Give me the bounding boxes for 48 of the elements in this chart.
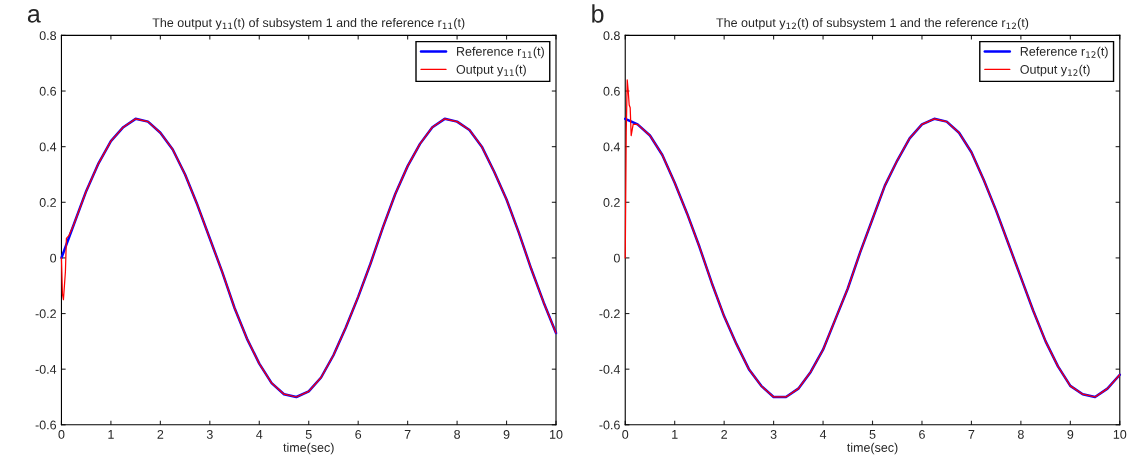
x-tick-label: 5 <box>869 430 876 439</box>
chart-title: The output y$_{12}$(t) of subsystem 1 and the reference r$_{12}$(t) <box>716 17 1029 30</box>
x-tick-label: 5 <box>305 430 312 439</box>
y-tick-label: -0.2 <box>35 309 56 319</box>
y-tick-label: -0.6 <box>599 420 620 430</box>
x-tick-label: 1 <box>672 430 678 439</box>
x-axis-title: time(sec) <box>283 442 334 455</box>
x-tick-label: 4 <box>256 430 263 439</box>
x-tick-label: 7 <box>404 430 411 439</box>
x-tick-label: 1 <box>108 430 114 439</box>
x-axis-title: time(sec) <box>847 442 898 455</box>
x-tick-label: 3 <box>206 429 213 439</box>
x-tick-label: 8 <box>1017 429 1024 439</box>
y-tick-label: 0 <box>613 253 620 263</box>
x-tick-label: 9 <box>503 429 510 439</box>
y-tick-label: 0.4 <box>603 142 621 152</box>
y-tick-label: 0 <box>50 253 57 263</box>
legend-label: Output y$_{12}$(t) <box>1020 64 1090 77</box>
legend-label: Output y$_{11}$(t) <box>456 64 526 77</box>
y-tick-label: -0.4 <box>599 364 621 374</box>
text: b <box>592 4 604 23</box>
y-tick-label: -0.4 <box>35 364 57 374</box>
x-tick-label: 7 <box>968 430 975 439</box>
x-tick-label: 4 <box>819 430 827 439</box>
y-tick-label: 0.8 <box>603 31 620 41</box>
text: a <box>27 8 41 23</box>
x-tick-label: 10 <box>550 429 563 439</box>
x-tick-label: 6 <box>355 429 362 439</box>
y-tick-label: -0.6 <box>35 420 57 430</box>
y-tick-label: 0.6 <box>39 86 57 96</box>
x-tick-label: 2 <box>157 429 164 439</box>
x-tick-label: 0 <box>622 429 629 439</box>
x-tick-label: 2 <box>721 429 727 439</box>
x-tick-label: 0 <box>58 429 65 439</box>
y-tick-label: 0.2 <box>603 198 620 207</box>
x-tick-label: 10 <box>1113 429 1127 439</box>
y-tick-label: 0.6 <box>603 86 620 96</box>
x-tick-label: 8 <box>454 429 461 439</box>
y-tick-label: 0.8 <box>39 31 57 41</box>
y-tick-label: -0.2 <box>599 309 620 319</box>
chart-title: The output y$_{11}$(t) of subsystem 1 and the reference r$_{11}$(t) <box>152 17 465 30</box>
x-tick-label: 6 <box>919 429 925 439</box>
y-tick-label: 0.4 <box>39 142 57 152</box>
x-tick-label: 3 <box>770 429 777 439</box>
legend-label: Reference r$_{12}$(t) <box>1020 46 1108 59</box>
legend-label: Reference r$_{11}$(t) <box>457 46 544 59</box>
x-tick-label: 9 <box>1067 429 1074 439</box>
y-tick-label: 0.2 <box>39 198 56 207</box>
